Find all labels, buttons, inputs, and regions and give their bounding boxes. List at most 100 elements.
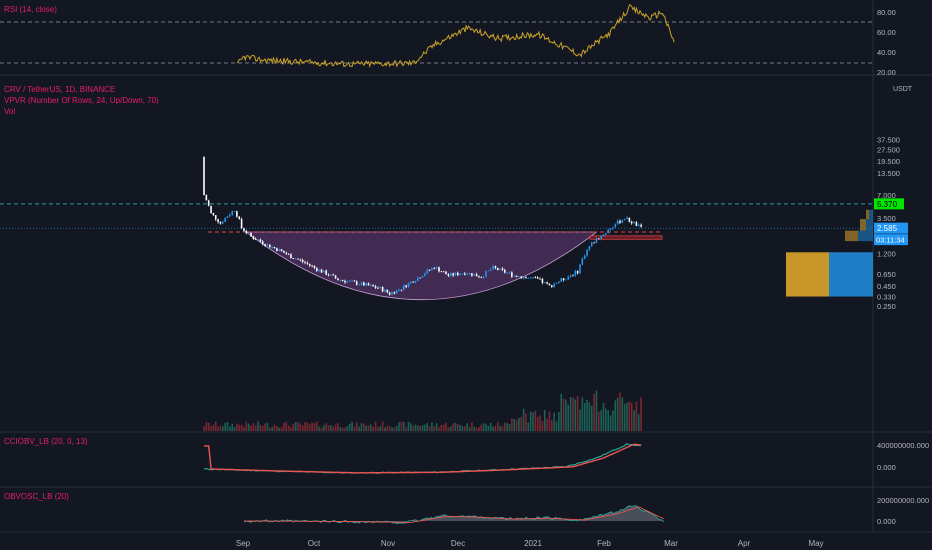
candle-body <box>325 270 327 275</box>
candle-body <box>407 282 410 288</box>
volume-bar <box>480 424 483 431</box>
retest-zone-box[interactable] <box>589 235 663 240</box>
volume-bar <box>449 426 452 431</box>
candle-body <box>214 215 217 220</box>
candle-body <box>226 216 229 218</box>
volume-bar <box>501 426 504 431</box>
volume-profile-down-bar <box>869 209 873 220</box>
candle-body <box>454 272 457 276</box>
volume-bar <box>358 426 360 431</box>
volume-bar <box>224 422 226 431</box>
volume-bar <box>494 425 497 431</box>
candle-body <box>466 274 468 275</box>
time-axis[interactable]: Sep Oct Nov Dec 2021 Feb Mar Apr May <box>236 539 824 548</box>
volume-bar <box>259 424 262 431</box>
candle-body <box>471 273 473 276</box>
price-axis-tick: 0.250 <box>877 302 896 311</box>
volume-bar <box>520 416 523 431</box>
volume-bar <box>381 421 384 431</box>
candle-body <box>558 281 560 283</box>
candle-body <box>205 195 208 201</box>
volume-bar <box>294 422 297 431</box>
volume-bar <box>555 421 558 431</box>
volume-bar <box>548 411 551 431</box>
volume-bar <box>543 410 546 431</box>
candle-body <box>534 277 537 279</box>
candle-body <box>348 280 351 282</box>
price-axis-tick: 37.500 <box>877 135 900 144</box>
candle-body <box>504 269 506 273</box>
time-axis-label: Apr <box>738 539 751 548</box>
candle-body <box>621 220 624 223</box>
obv-pane[interactable]: CCIOBV_LB (20, 0, 13) 400000000.000 0.00… <box>4 437 929 474</box>
candle-body <box>551 285 553 287</box>
volume-bar <box>431 422 433 431</box>
candle-body <box>238 216 241 219</box>
candle-body <box>630 221 633 224</box>
candle-body <box>424 273 426 276</box>
candle-body <box>346 281 349 283</box>
cup-pattern-shape[interactable] <box>245 231 598 300</box>
candle-body <box>567 276 570 280</box>
candle-body <box>619 220 621 223</box>
volume-bar <box>348 423 351 431</box>
volume-bar <box>395 425 398 431</box>
volume-bar <box>529 411 532 431</box>
volume-bar <box>311 422 313 431</box>
candle-body <box>602 234 605 236</box>
volume-bar <box>308 424 311 431</box>
volume-bar <box>593 393 595 431</box>
volume-bar <box>511 418 513 431</box>
candle-body <box>304 261 306 263</box>
osc-title: OBVOSC_LB (20) <box>4 492 69 501</box>
volume-bar <box>471 422 473 431</box>
volume-bar <box>273 424 276 431</box>
candle-body <box>219 222 222 224</box>
time-axis-label: Oct <box>308 539 321 548</box>
price-pane[interactable]: CRV / TetherUS, 1D, BINANCE VPVR (Number… <box>0 85 913 431</box>
volume-bar <box>240 424 243 431</box>
candle-body <box>482 276 485 278</box>
candle-body <box>353 280 356 282</box>
obv-title: CCIOBV_LB (20, 0, 13) <box>4 437 88 446</box>
volume-bar <box>522 408 525 431</box>
candle-body <box>402 285 405 290</box>
volume-bar <box>419 425 421 431</box>
candle-body <box>626 217 628 220</box>
volume-bar <box>499 425 501 431</box>
candle-body <box>254 238 257 240</box>
candle-body <box>487 270 490 272</box>
volume-bar <box>579 409 581 431</box>
candle-body <box>379 287 382 289</box>
volume-bar <box>576 396 579 431</box>
volume-bars <box>203 390 642 431</box>
volume-bar <box>402 422 405 431</box>
volume-profile-down-bar <box>858 230 873 242</box>
volume-bar <box>280 427 283 431</box>
candle-body <box>292 258 295 260</box>
candle-body <box>431 267 433 270</box>
volume-bar <box>473 426 476 431</box>
price-axis-tick: 27.500 <box>877 146 900 155</box>
volume-bar <box>264 423 266 431</box>
candle-body <box>412 281 414 283</box>
candle-body <box>515 275 518 278</box>
volume-bar <box>417 425 419 431</box>
candle-body <box>612 227 614 229</box>
volume-bar <box>466 423 468 431</box>
candle-body <box>525 277 527 278</box>
candle-body <box>301 259 304 262</box>
candle-body <box>485 271 487 277</box>
candle-body <box>259 239 262 242</box>
volume-bar <box>254 425 257 431</box>
candle-body <box>400 289 403 291</box>
candle-body <box>245 230 248 233</box>
osc-pane[interactable]: OBVOSC_LB (20) 200000000.000 0.000 <box>4 492 929 526</box>
volume-bar <box>640 397 642 431</box>
candle-body <box>337 278 339 281</box>
rsi-tick: 20.00 <box>877 68 896 77</box>
volume-bar <box>285 421 288 431</box>
rsi-pane[interactable]: RSI (14, close) 80.00 60.00 40.00 20.00 <box>0 4 896 77</box>
obv-tick: 0.000 <box>877 463 896 472</box>
